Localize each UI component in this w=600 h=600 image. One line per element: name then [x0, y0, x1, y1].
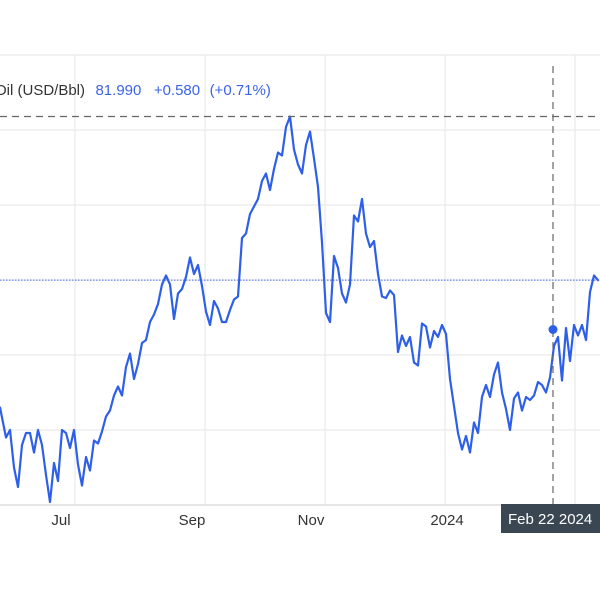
oil-price-line: [0, 115, 600, 504]
crosshair-date-badge: Feb 22 2024: [501, 504, 600, 533]
crosshair-date-badge-bg: [501, 504, 600, 533]
series-layer: [0, 115, 600, 504]
x-axis-ticks: Jul Sep Nov 2024: [51, 512, 463, 529]
x-tick-label-2: Nov: [298, 512, 325, 529]
crosshair-point: [548, 325, 558, 334]
crosshair-date-label: Feb 22 2024: [508, 511, 592, 528]
grid-lines: [0, 54, 600, 506]
legend-change: +0.580: [154, 82, 200, 99]
crosshair-layer: [0, 66, 600, 505]
legend-series-label: Oil (USD/Bbl): [0, 82, 85, 99]
legend: Oil (USD/Bbl) 81.990 +0.580 (+0.71%): [0, 82, 271, 99]
x-tick-label-3: 2024: [430, 512, 463, 529]
legend-change-percent: (+0.71%): [210, 82, 271, 99]
legend-price: 81.990: [95, 82, 141, 99]
x-tick-label-0: Jul: [51, 512, 70, 529]
x-tick-label-1: Sep: [179, 512, 206, 529]
